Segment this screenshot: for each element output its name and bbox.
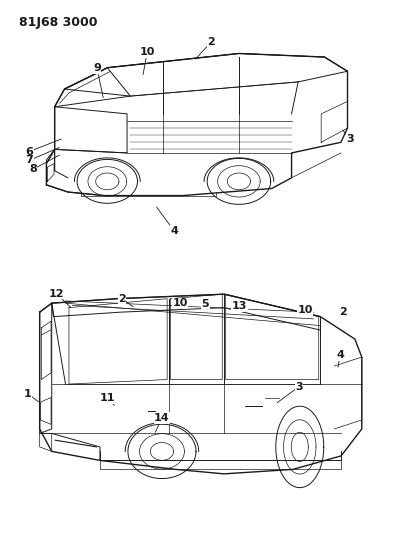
Text: 6: 6 xyxy=(25,147,33,157)
Text: 4: 4 xyxy=(170,226,178,236)
Text: 81J68 3000: 81J68 3000 xyxy=(19,16,98,29)
Text: 10: 10 xyxy=(172,298,188,308)
Text: 2: 2 xyxy=(207,37,215,47)
Text: 2: 2 xyxy=(339,308,346,318)
Text: 11: 11 xyxy=(100,393,115,403)
Text: 10: 10 xyxy=(297,305,313,316)
Text: 5: 5 xyxy=(201,299,209,309)
Text: 14: 14 xyxy=(154,413,170,423)
Text: 4: 4 xyxy=(336,350,344,360)
Text: 3: 3 xyxy=(346,134,354,143)
Text: 2: 2 xyxy=(118,294,126,304)
Text: 8: 8 xyxy=(29,164,37,174)
Text: 9: 9 xyxy=(93,63,101,73)
Text: 13: 13 xyxy=(231,301,247,311)
Text: 1: 1 xyxy=(24,389,32,399)
Text: 3: 3 xyxy=(295,382,303,392)
Text: 10: 10 xyxy=(139,47,155,58)
Text: 7: 7 xyxy=(25,156,33,165)
Text: 12: 12 xyxy=(49,289,64,298)
